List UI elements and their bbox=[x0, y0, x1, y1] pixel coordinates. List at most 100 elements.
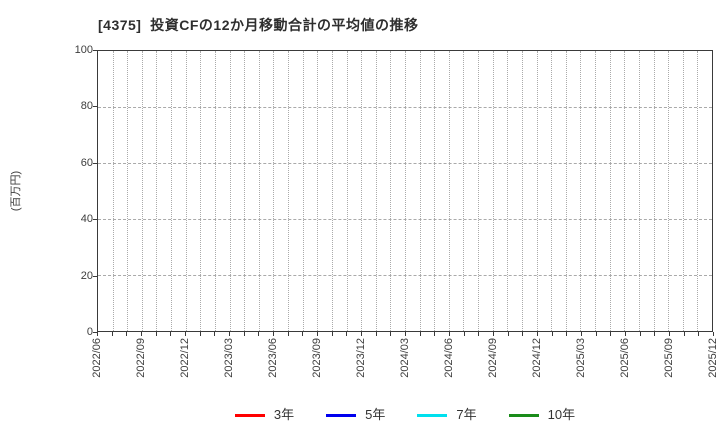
gridline-vertical bbox=[434, 51, 436, 331]
x-tick-label: 2023/09 bbox=[311, 338, 323, 378]
gridline-vertical bbox=[624, 51, 626, 331]
x-axis-tick bbox=[229, 332, 230, 336]
x-axis-tick bbox=[698, 332, 700, 336]
x-axis-tick bbox=[449, 332, 450, 336]
y-axis-tick bbox=[93, 275, 97, 277]
gridline-vertical bbox=[331, 51, 333, 331]
x-axis-tick bbox=[493, 332, 494, 336]
x-axis-tick bbox=[683, 332, 685, 336]
x-axis-tick bbox=[463, 332, 465, 336]
gridline-vertical bbox=[288, 51, 290, 331]
gridline-horizontal bbox=[98, 275, 712, 276]
x-axis-tick bbox=[537, 332, 538, 336]
x-tick-label: 2023/03 bbox=[223, 338, 235, 378]
gridline-vertical bbox=[156, 51, 158, 331]
gridline-vertical bbox=[653, 51, 655, 331]
y-tick-label: 20 bbox=[80, 269, 93, 282]
legend-item: 10年 bbox=[508, 407, 576, 423]
x-tick-label: 2024/09 bbox=[487, 338, 499, 378]
y-tick-label: 0 bbox=[86, 326, 93, 338]
gridline-vertical bbox=[185, 51, 187, 331]
x-axis-tick bbox=[551, 332, 553, 336]
x-axis-tick bbox=[141, 332, 142, 336]
legend-item: 3年 bbox=[234, 407, 295, 423]
x-axis-tick bbox=[302, 332, 304, 336]
x-axis-tick bbox=[507, 332, 509, 336]
gridline-vertical bbox=[127, 51, 129, 331]
y-tick-labels: 0 20 40 60 80 100 bbox=[40, 44, 93, 338]
gridline-vertical bbox=[419, 51, 421, 331]
gridline-vertical bbox=[638, 51, 640, 331]
x-tick-label: 2025/03 bbox=[575, 338, 587, 378]
gridline-vertical bbox=[448, 51, 450, 331]
x-axis-tick bbox=[375, 332, 377, 336]
x-tick-label: 2022/06 bbox=[91, 338, 103, 378]
x-axis-tick bbox=[654, 332, 656, 336]
x-axis-tick bbox=[595, 332, 597, 336]
x-tick-label: 2025/12 bbox=[707, 338, 719, 378]
x-axis-tick bbox=[522, 332, 524, 336]
x-axis-tick bbox=[361, 332, 362, 336]
x-axis-tick bbox=[97, 332, 98, 336]
legend-line-swatch bbox=[234, 413, 265, 417]
x-axis-tick bbox=[317, 332, 318, 336]
legend-label: 10年 bbox=[547, 407, 576, 422]
gridline-vertical bbox=[346, 51, 348, 331]
gridline-vertical bbox=[463, 51, 465, 331]
y-axis-tick bbox=[93, 332, 97, 333]
y-axis-tick bbox=[93, 50, 97, 51]
x-tick-labels: 2022/06 2022/09 2022/12 2023/03 2023/06 2023/… bbox=[91, 338, 719, 398]
x-axis-tick bbox=[170, 332, 172, 336]
x-axis-tick bbox=[669, 332, 670, 336]
x-axis-tick bbox=[126, 332, 128, 336]
x-axis-tick bbox=[273, 332, 274, 336]
chart-title: [4375] 投資CFの12か月移動合計の平均値の推移 bbox=[98, 17, 419, 33]
gridline-vertical bbox=[112, 51, 114, 331]
gridline-vertical bbox=[551, 51, 553, 331]
legend-label: 7年 bbox=[456, 407, 477, 422]
gridline-vertical bbox=[580, 51, 582, 331]
x-axis-tick bbox=[243, 332, 245, 336]
x-tick-label: 2024/12 bbox=[531, 338, 543, 378]
x-axis-tick bbox=[419, 332, 421, 336]
gridline-vertical bbox=[171, 51, 173, 331]
gridline-vertical bbox=[361, 51, 363, 331]
gridline-horizontal bbox=[98, 107, 712, 108]
x-axis-tick bbox=[566, 332, 568, 336]
plot-area bbox=[97, 50, 713, 332]
legend-item: 5年 bbox=[326, 407, 385, 423]
x-axis-tick bbox=[185, 332, 186, 336]
x-axis-tick bbox=[405, 332, 406, 336]
x-axis-tick bbox=[610, 332, 612, 336]
x-tick-label: 2025/09 bbox=[663, 338, 675, 378]
y-axis-label: (百万円) bbox=[10, 170, 22, 212]
gridline-vertical bbox=[244, 51, 246, 331]
gridline-vertical bbox=[200, 51, 202, 331]
gridline-vertical bbox=[565, 51, 567, 331]
x-axis-tick bbox=[625, 332, 626, 336]
y-axis-tick bbox=[93, 106, 97, 108]
gridline-vertical bbox=[668, 51, 670, 331]
gridline-vertical bbox=[492, 51, 494, 331]
legend-label: 3年 bbox=[273, 407, 295, 422]
x-axis-tick bbox=[155, 332, 157, 336]
legend-line-swatch bbox=[417, 413, 448, 417]
x-axis-tick bbox=[111, 332, 113, 336]
gridline-vertical bbox=[478, 51, 480, 331]
legend-label: 5年 bbox=[365, 407, 386, 422]
legend: 3年 5年 7年 10年 bbox=[97, 404, 713, 426]
x-axis-tick bbox=[346, 332, 348, 336]
x-axis-tick bbox=[331, 332, 333, 336]
gridline-vertical bbox=[375, 51, 377, 331]
x-tick-label: 2024/03 bbox=[399, 338, 411, 378]
x-tick-label: 2022/12 bbox=[179, 338, 191, 378]
y-tick-label: 40 bbox=[80, 213, 93, 226]
x-axis-tick bbox=[478, 332, 480, 336]
x-axis-tick bbox=[390, 332, 392, 336]
x-axis-tick bbox=[713, 332, 714, 336]
x-axis-tick bbox=[258, 332, 260, 336]
gridline-vertical bbox=[273, 51, 275, 331]
y-axis-tick bbox=[93, 162, 97, 164]
y-tick-label: 100 bbox=[74, 44, 93, 56]
gridline-vertical bbox=[258, 51, 260, 331]
